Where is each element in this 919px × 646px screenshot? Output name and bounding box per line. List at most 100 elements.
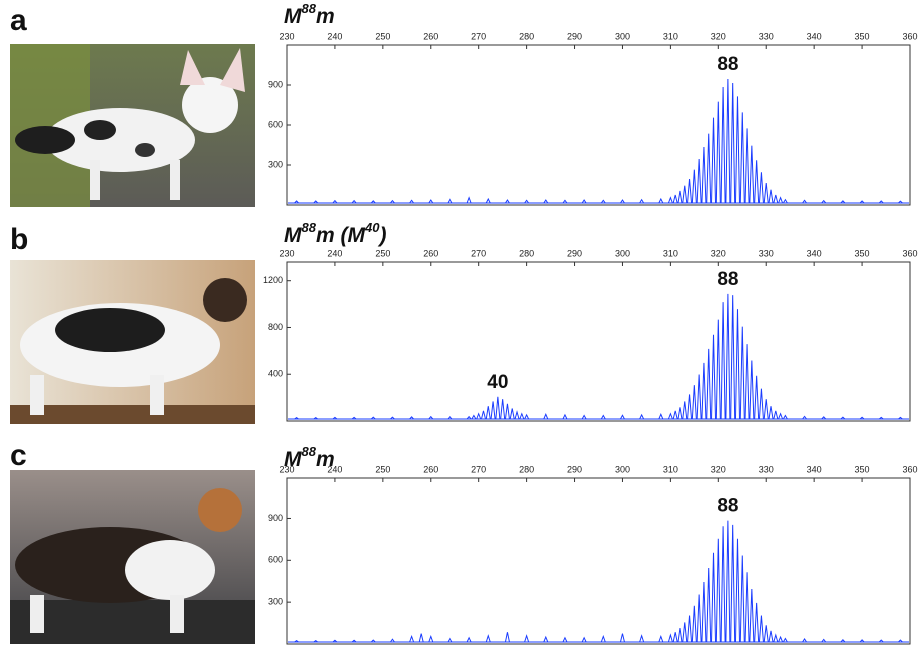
peak-annotation: 40	[487, 372, 508, 393]
peak	[755, 160, 759, 203]
peak	[510, 408, 514, 419]
peak	[544, 414, 548, 419]
peak	[769, 406, 773, 419]
peak	[745, 344, 749, 419]
x-tick-label: 260	[423, 248, 438, 258]
title-part: 88	[302, 444, 317, 459]
peak	[659, 199, 663, 203]
chart-title: M88m (M40)	[284, 220, 386, 247]
peak	[755, 376, 759, 419]
peak	[563, 415, 567, 419]
peak	[601, 636, 605, 642]
x-tick-label: 270	[471, 248, 486, 258]
peak	[477, 414, 481, 419]
x-tick-label: 290	[567, 248, 582, 258]
photo-c	[10, 470, 255, 644]
title-part: 40	[364, 220, 380, 235]
peak	[673, 195, 677, 203]
chart-title: M88m	[284, 1, 335, 28]
y-tick-label: 1200	[263, 275, 283, 285]
peak	[707, 568, 711, 642]
peak	[486, 406, 490, 419]
peak	[740, 112, 744, 203]
figure: aM88m23024025026027028029030031032033034…	[0, 0, 919, 646]
x-tick-label: 230	[279, 31, 294, 41]
panel-letter: a	[10, 4, 27, 37]
peak	[515, 412, 519, 419]
x-tick-label: 270	[471, 31, 486, 41]
plot-frame	[287, 478, 910, 644]
peak	[467, 638, 471, 642]
x-tick-label: 260	[423, 464, 438, 474]
peak	[692, 385, 696, 419]
peak	[683, 186, 687, 203]
x-tick-label: 280	[519, 31, 534, 41]
peak	[520, 414, 524, 419]
peak	[726, 79, 730, 203]
peak	[716, 320, 720, 419]
peak	[692, 606, 696, 642]
peak	[764, 625, 768, 642]
y-tick-label: 900	[268, 79, 283, 89]
peak	[774, 635, 778, 642]
y-tick-label: 400	[268, 369, 283, 379]
plot-frame	[287, 45, 910, 205]
peak	[659, 414, 663, 419]
peak	[697, 159, 701, 203]
peak	[731, 83, 735, 203]
x-tick-label: 330	[759, 464, 774, 474]
peak	[726, 294, 730, 419]
x-tick-label: 320	[711, 248, 726, 258]
peak	[640, 636, 644, 642]
x-tick-label: 340	[807, 248, 822, 258]
title-part: 88	[302, 220, 317, 235]
peak	[750, 361, 754, 419]
peak	[678, 628, 682, 642]
peak	[491, 401, 495, 419]
y-tick-label: 300	[268, 597, 283, 607]
title-part: M	[284, 5, 302, 28]
peak	[707, 349, 711, 419]
plot-frame	[287, 262, 910, 421]
x-tick-label: 240	[327, 464, 342, 474]
y-tick-label: 800	[268, 322, 283, 332]
x-tick-label: 360	[902, 248, 917, 258]
peak	[716, 539, 720, 642]
peak	[759, 615, 763, 642]
peak	[683, 622, 687, 642]
panel-letter: c	[10, 439, 27, 472]
peak	[419, 634, 423, 642]
peak	[707, 134, 711, 203]
x-tick-label: 340	[807, 464, 822, 474]
peak	[755, 603, 759, 642]
y-tick-label: 600	[268, 555, 283, 565]
x-tick-label: 310	[663, 464, 678, 474]
x-tick-label: 320	[711, 31, 726, 41]
peak	[735, 96, 739, 203]
x-tick-label: 260	[423, 31, 438, 41]
x-tick-label: 290	[567, 464, 582, 474]
peak	[683, 401, 687, 419]
peak	[668, 414, 672, 419]
peak	[726, 521, 730, 642]
peak	[783, 415, 787, 419]
peak	[601, 415, 605, 419]
peak	[668, 635, 672, 642]
peak	[764, 183, 768, 203]
x-tick-label: 310	[663, 248, 678, 258]
peak	[740, 556, 744, 642]
photo-a	[10, 44, 255, 207]
x-tick-label: 280	[519, 248, 534, 258]
x-tick-label: 270	[471, 464, 486, 474]
peak	[486, 199, 490, 203]
peak	[750, 589, 754, 642]
title-part: )	[377, 224, 386, 247]
peak-annotation: 88	[717, 496, 738, 517]
y-tick-label: 600	[268, 119, 283, 129]
peak	[721, 526, 725, 642]
peak	[410, 636, 414, 642]
y-tick-label: 300	[268, 159, 283, 169]
peak	[783, 639, 787, 642]
peak	[673, 411, 677, 419]
title-part: M	[284, 224, 302, 247]
